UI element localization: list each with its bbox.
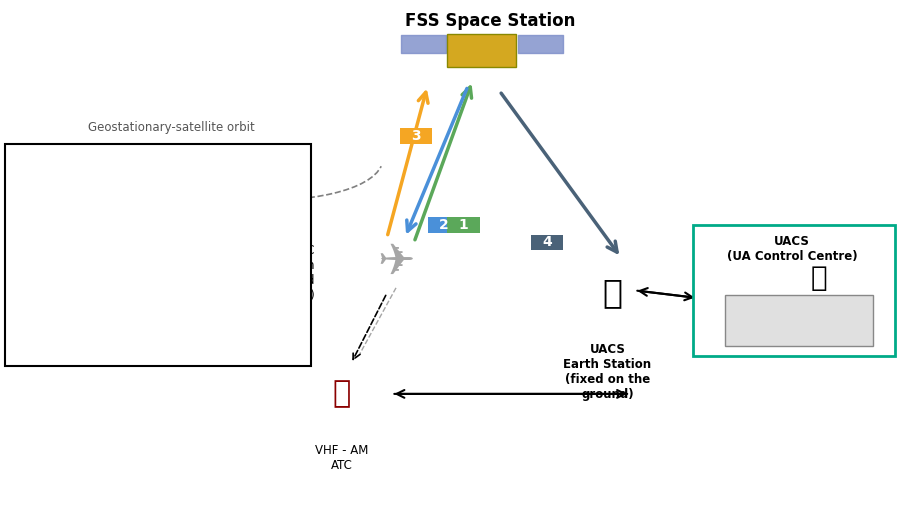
- Text: 1: Forward uplink (E-s): 1: Forward uplink (E-s): [22, 205, 156, 218]
- FancyBboxPatch shape: [4, 144, 310, 366]
- Text: 1: 1: [459, 218, 468, 232]
- Text: UACS
Earth Station
(fixed on the
ground): UACS Earth Station (fixed on the ground): [563, 343, 652, 401]
- Text: 4: Return downlink  (s-E): 4: Return downlink (s-E): [22, 298, 168, 311]
- Text: 📡: 📡: [602, 276, 622, 310]
- Text: 1+2: Forward link (Remote pilot to UA): 1+2: Forward link (Remote pilot to UA): [22, 182, 281, 195]
- Text: UAS CNPC Links: UAS CNPC Links: [22, 162, 134, 175]
- FancyBboxPatch shape: [447, 34, 516, 67]
- Text: 👤: 👤: [811, 264, 827, 292]
- FancyBboxPatch shape: [724, 295, 873, 346]
- FancyBboxPatch shape: [447, 217, 480, 233]
- Text: FSS Space Station: FSS Space Station: [405, 12, 576, 30]
- FancyBboxPatch shape: [400, 128, 432, 144]
- Text: UA CNPC
Earth station
(on unmanned
aircraft (UA)): UA CNPC Earth station (on unmanned aircr…: [229, 244, 315, 301]
- Text: 3: 3: [411, 129, 420, 143]
- Text: ✈: ✈: [377, 241, 415, 284]
- Text: 2: Forward downlink (s-E): 2: Forward downlink (s-E): [22, 225, 173, 238]
- FancyBboxPatch shape: [428, 217, 460, 233]
- FancyBboxPatch shape: [693, 225, 896, 356]
- Text: VHF - AM
ATC: VHF - AM ATC: [315, 444, 369, 472]
- Text: Geostationary-satellite orbit: Geostationary-satellite orbit: [87, 121, 255, 134]
- Text: UACS
(UA Control Centre): UACS (UA Control Centre): [726, 235, 858, 263]
- Text: 2: 2: [439, 218, 448, 232]
- Text: 🏭: 🏭: [333, 379, 351, 409]
- Text: 3+4: Return link (UA to remote pilot): 3+4: Return link (UA to remote pilot): [22, 255, 268, 268]
- FancyBboxPatch shape: [531, 234, 563, 250]
- Text: Remote Pilot: Remote Pilot: [760, 314, 833, 327]
- Text: 4: 4: [543, 235, 552, 249]
- Text: 3: Return uplink  (E-s): 3: Return uplink (E-s): [22, 278, 151, 291]
